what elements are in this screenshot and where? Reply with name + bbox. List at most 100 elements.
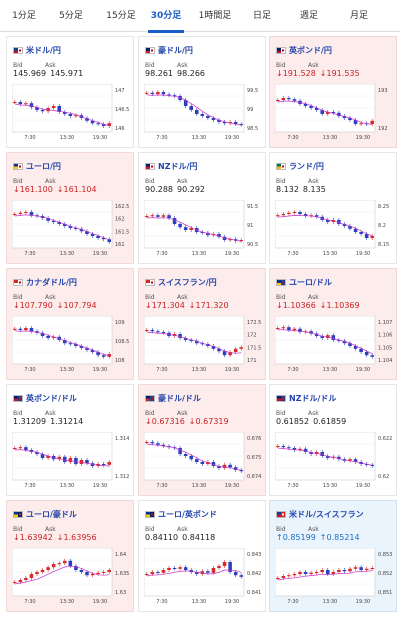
bid-label: Bid bbox=[13, 526, 23, 533]
candle-body bbox=[364, 352, 369, 356]
pair-name[interactable]: 豪ドル/ドル bbox=[158, 393, 201, 403]
candle-body bbox=[342, 570, 347, 572]
candle-body bbox=[40, 570, 45, 572]
rate-card[interactable]: 米ドル/円 Bid Ask 145.969 145.971 147 146.5 146 7:30… bbox=[6, 36, 134, 148]
candle-body bbox=[276, 328, 280, 329]
candle-body bbox=[85, 118, 89, 121]
pair-name[interactable]: ユーロ/円 bbox=[26, 161, 61, 171]
rate-card[interactable]: カナダドル/円 Bid Ask ↓107.790 ↓107.794 109 108.5 108… bbox=[6, 268, 134, 380]
candle-body bbox=[326, 112, 330, 114]
candle-body bbox=[364, 568, 369, 570]
bid-value: 8.132 bbox=[276, 185, 299, 194]
candle-body bbox=[337, 112, 341, 116]
x-tick-label: 7:30 bbox=[287, 135, 298, 141]
x-tick-label: 13:30 bbox=[323, 251, 337, 257]
y-tick-label: 0.851 bbox=[378, 590, 392, 596]
tab-6[interactable]: 週足 bbox=[299, 11, 318, 21]
pair-name[interactable]: ユーロ/ドル bbox=[289, 277, 332, 287]
candle-body bbox=[90, 120, 95, 124]
rate-card[interactable]: ユーロ/豪ドル Bid Ask ↓1.63942 ↓1.63956 1.64 1.635 1.… bbox=[6, 500, 134, 612]
rate-card[interactable]: 英ポンド/円 Bid Ask ↓191.528 ↓191.535 193 192 7:30 13… bbox=[269, 36, 397, 148]
rate-card[interactable]: NZドル/円 Bid Ask 90.288 90.292 91.5 91 90.5 7:30 13… bbox=[138, 152, 266, 264]
candle-body bbox=[18, 212, 23, 214]
pair-name[interactable]: NZドル/円 bbox=[158, 161, 198, 171]
y-tick-label: 99 bbox=[247, 107, 253, 113]
candle-body bbox=[18, 580, 23, 582]
currency-flag-icon bbox=[145, 162, 155, 170]
rate-card[interactable]: 豪ドル/円 Bid Ask 98.261 98.266 99.5 99 98.5 7:30 13:… bbox=[138, 36, 266, 148]
bid-label: Bid bbox=[13, 178, 23, 185]
pair-name[interactable]: ユーロ/英ポンド bbox=[158, 509, 217, 519]
candle-body bbox=[46, 567, 50, 570]
candle-body bbox=[281, 214, 286, 216]
moving-average-line bbox=[146, 94, 242, 126]
candle-body bbox=[183, 338, 188, 340]
pair-name[interactable]: スイスフラン/円 bbox=[158, 277, 217, 287]
y-tick-label: 0.852 bbox=[378, 571, 392, 577]
candle-body bbox=[90, 463, 95, 466]
candle-body bbox=[303, 104, 308, 106]
tab-0[interactable]: 1分足 bbox=[12, 11, 36, 21]
candle-body bbox=[239, 124, 243, 125]
tab-2[interactable]: 15分足 bbox=[106, 11, 136, 21]
candle-body bbox=[74, 566, 78, 570]
x-tick-label: 7:30 bbox=[287, 367, 298, 373]
pair-name[interactable]: 豪ドル/円 bbox=[158, 45, 193, 55]
ask-label: Ask bbox=[177, 178, 188, 185]
pair-name[interactable]: ランド/円 bbox=[289, 161, 324, 171]
x-tick-label: 19:30 bbox=[356, 483, 370, 489]
rate-card[interactable]: ユーロ/ドル Bid Ask ↓1.10366 ↓1.10369 1.107 1.106 1.… bbox=[269, 268, 397, 380]
pair-name[interactable]: 英ポンド/ドル bbox=[26, 393, 77, 403]
candle-body bbox=[217, 234, 221, 237]
candle-body bbox=[276, 446, 280, 447]
candle-body bbox=[200, 114, 205, 116]
candle-body bbox=[29, 328, 34, 332]
tab-3[interactable]: 30分足 bbox=[144, 0, 188, 33]
pair-name[interactable]: カナダドル/円 bbox=[26, 277, 77, 287]
rate-card[interactable]: 豪ドル/ドル Bid Ask ↓0.67316 ↓0.67319 0.676 0.675 0.… bbox=[138, 384, 266, 496]
candle-body bbox=[326, 456, 330, 458]
x-tick-label: 7:30 bbox=[287, 483, 298, 489]
candle-body bbox=[101, 355, 106, 357]
rate-card[interactable]: ユーロ/円 Bid Ask ↓161.100 ↓161.104 162.5 162 161.5… bbox=[6, 152, 134, 264]
candle-body bbox=[206, 232, 210, 236]
candle-body bbox=[359, 123, 363, 125]
rate-card[interactable]: NZドル/ドル Bid Ask 0.61852 0.61859 0.622 0.62 7:30… bbox=[269, 384, 397, 496]
candle-body bbox=[206, 116, 210, 118]
x-tick-label: 13:30 bbox=[60, 483, 74, 489]
candle-body bbox=[348, 568, 352, 572]
candle-body bbox=[342, 224, 347, 226]
candle-body bbox=[51, 336, 56, 338]
x-tick-label: 13:30 bbox=[323, 135, 337, 141]
pair-name[interactable]: 米ドル/円 bbox=[26, 45, 61, 55]
candle-body bbox=[24, 447, 28, 450]
candle-body bbox=[353, 459, 358, 462]
ask-label: Ask bbox=[45, 62, 56, 69]
rate-card[interactable]: 英ポンド/ドル Bid Ask 1.31209 1.31214 1.314 1.312 7:3… bbox=[6, 384, 134, 496]
bid-label: Bid bbox=[13, 294, 23, 301]
tab-5[interactable]: 日足 bbox=[252, 11, 271, 21]
y-tick-label: 171 bbox=[247, 358, 257, 364]
tab-4[interactable]: 1時間足 bbox=[198, 11, 232, 21]
bid-label: Bid bbox=[276, 62, 286, 69]
rate-card[interactable]: ユーロ/英ポンド Bid Ask 0.84110 0.84118 0.843 0.842 0.… bbox=[138, 500, 266, 612]
tab-7[interactable]: 月足 bbox=[349, 11, 368, 21]
pair-name[interactable]: NZドル/ドル bbox=[289, 393, 337, 403]
y-tick-label: 171.5 bbox=[247, 345, 261, 351]
currency-flag-icon bbox=[13, 510, 23, 518]
pair-name[interactable]: 英ポンド/円 bbox=[289, 45, 332, 55]
y-tick-label: 8.15 bbox=[378, 242, 389, 248]
tab-1[interactable]: 5分足 bbox=[59, 11, 83, 21]
rate-card[interactable]: ランド/円 Bid Ask 8.132 8.135 8.25 8.2 8.15 7:30 13:3… bbox=[269, 152, 397, 264]
candle-body bbox=[57, 563, 61, 565]
pair-name[interactable]: ユーロ/豪ドル bbox=[26, 509, 77, 519]
rate-card[interactable]: スイスフラン/円 Bid Ask ↓171.304 ↓171.320 172.5 172 17… bbox=[138, 268, 266, 380]
candle-body bbox=[337, 220, 341, 224]
pair-name[interactable]: 米ドル/スイスフラン bbox=[289, 509, 364, 519]
currency-flag-icon bbox=[13, 46, 23, 54]
rate-card[interactable]: 米ドル/スイスフラン Bid Ask ↑0.85199 ↑0.85214 0.853 0.8… bbox=[269, 500, 397, 612]
currency-flag-icon bbox=[145, 510, 155, 518]
y-tick-label: 98.5 bbox=[247, 126, 258, 132]
y-tick-label: 172.5 bbox=[247, 320, 261, 326]
candle-body bbox=[281, 98, 286, 100]
